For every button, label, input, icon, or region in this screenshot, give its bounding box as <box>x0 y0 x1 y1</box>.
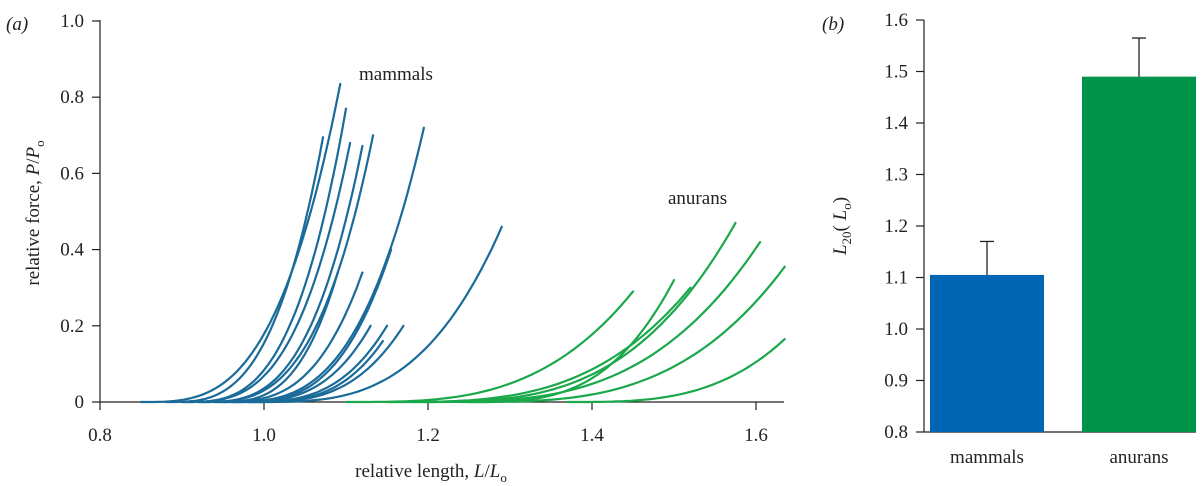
anurans-curve-5 <box>459 265 786 404</box>
y-tick-label: 0.2 <box>60 316 84 337</box>
y-tick-label: 1.3 <box>884 165 908 186</box>
panel-b-bars: mammals anurans <box>930 37 1196 468</box>
annotation-mammals: mammals <box>359 64 433 85</box>
x-tick-label: 1.0 <box>252 425 276 446</box>
panel-a-y-axis-label: relative force, P/Po <box>23 140 47 285</box>
y-tick-label: 1.0 <box>884 319 908 340</box>
y-tick-label: 1.6 <box>884 10 908 31</box>
panel-a-curves <box>139 82 786 404</box>
y-tick-label: 0.4 <box>60 240 84 261</box>
x-tick-label: 0.8 <box>88 425 112 446</box>
anurans-curve-3 <box>410 221 737 404</box>
anurans-curve-2 <box>385 286 692 404</box>
panel-b-bar-chart: (b) 0.8 0.9 1.0 1.1 1.2 1.3 1.4 1.5 1.6 mammals a… <box>822 10 1196 468</box>
mammals-curve-6 <box>197 134 375 404</box>
panel-a-y-ticks: 0 0.2 0.4 0.6 0.8 1.0 <box>60 11 100 413</box>
x-tick-label: 1.4 <box>580 425 604 446</box>
y-tick-label: 0.8 <box>884 422 908 443</box>
category-label-mammals: mammals <box>950 447 1024 468</box>
panel-a-line-chart: (a) 0 0.2 0.4 0.6 0.8 1.0 0.8 1.0 1.2 1.4 1.6 mam… <box>6 11 786 485</box>
y-tick-label: 1.2 <box>884 216 908 237</box>
y-tick-label: 1.5 <box>884 62 908 83</box>
y-tick-label: 0 <box>75 392 85 413</box>
category-label-anurans: anurans <box>1109 447 1168 468</box>
y-tick-label: 0.8 <box>60 87 84 108</box>
mammals-curve-15 <box>254 225 503 404</box>
panel-b-y-ticks: 0.8 0.9 1.0 1.1 1.2 1.3 1.4 1.5 1.6 <box>884 10 924 443</box>
panel-a-x-ticks: 0.8 1.0 1.2 1.4 1.6 <box>88 402 768 446</box>
y-tick-label: 1.4 <box>884 113 908 134</box>
mammals-curve-4 <box>180 141 352 404</box>
y-tick-label: 0.6 <box>60 163 84 184</box>
anurans-curve-7 <box>566 338 786 404</box>
panel-a-x-axis-label: relative length, L/Lo <box>355 461 507 485</box>
bar-anurans <box>1082 76 1196 433</box>
panel-a-label: (a) <box>6 14 28 35</box>
x-tick-label: 1.6 <box>744 425 768 446</box>
y-tick-label: 1.1 <box>884 268 908 289</box>
panel-b-label: (b) <box>822 14 844 35</box>
anurans-curve-6 <box>467 279 676 404</box>
y-tick-label: 1.0 <box>60 11 84 32</box>
mammals-curve-1 <box>139 82 342 404</box>
bar-mammals <box>930 274 1044 432</box>
y-tick-label: 0.9 <box>884 371 908 392</box>
annotation-anurans: anurans <box>668 188 727 209</box>
panel-b-y-axis-label: L20( Lo) <box>830 197 854 256</box>
x-tick-label: 1.2 <box>416 425 440 446</box>
